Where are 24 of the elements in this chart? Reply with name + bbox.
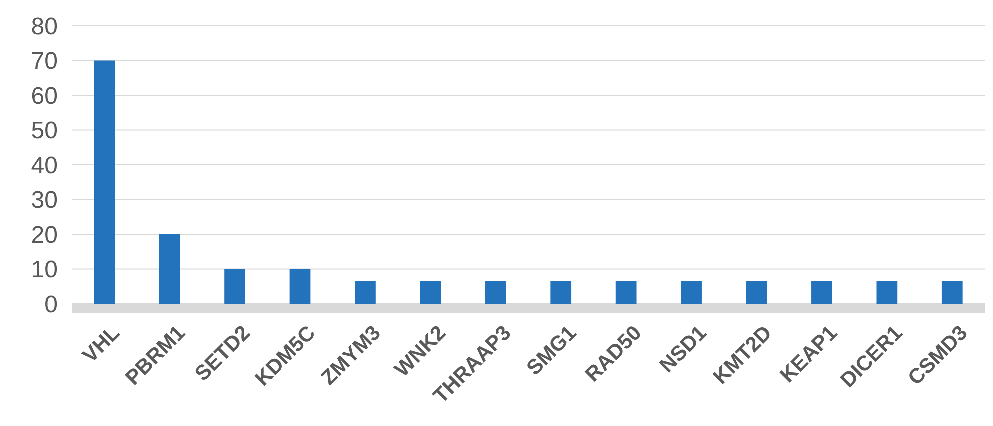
- y-tick-label: 80: [31, 13, 58, 40]
- bar: [812, 281, 832, 304]
- y-tick-label: 70: [31, 48, 58, 76]
- y-tick-label: 50: [31, 118, 58, 145]
- bar: [94, 60, 116, 304]
- x-tick-label: VHL: [78, 322, 125, 368]
- y-tick-label: 20: [31, 222, 58, 249]
- bar: [942, 281, 963, 304]
- y-tick-label: 30: [31, 187, 58, 214]
- y-tick-label: 10: [31, 256, 58, 284]
- bar: [681, 281, 702, 304]
- bar: [420, 281, 442, 304]
- bar: [550, 281, 572, 304]
- bar: [355, 281, 376, 304]
- y-tick-label: 0: [44, 291, 58, 318]
- y-tick-label: 40: [31, 152, 58, 180]
- y-tick-label: 60: [31, 82, 58, 110]
- bar: [616, 281, 637, 304]
- bar: [290, 269, 311, 304]
- bar: [876, 281, 898, 304]
- bar: [746, 281, 768, 304]
- bar: [485, 281, 506, 304]
- bar: [159, 234, 180, 304]
- bar: [224, 269, 246, 304]
